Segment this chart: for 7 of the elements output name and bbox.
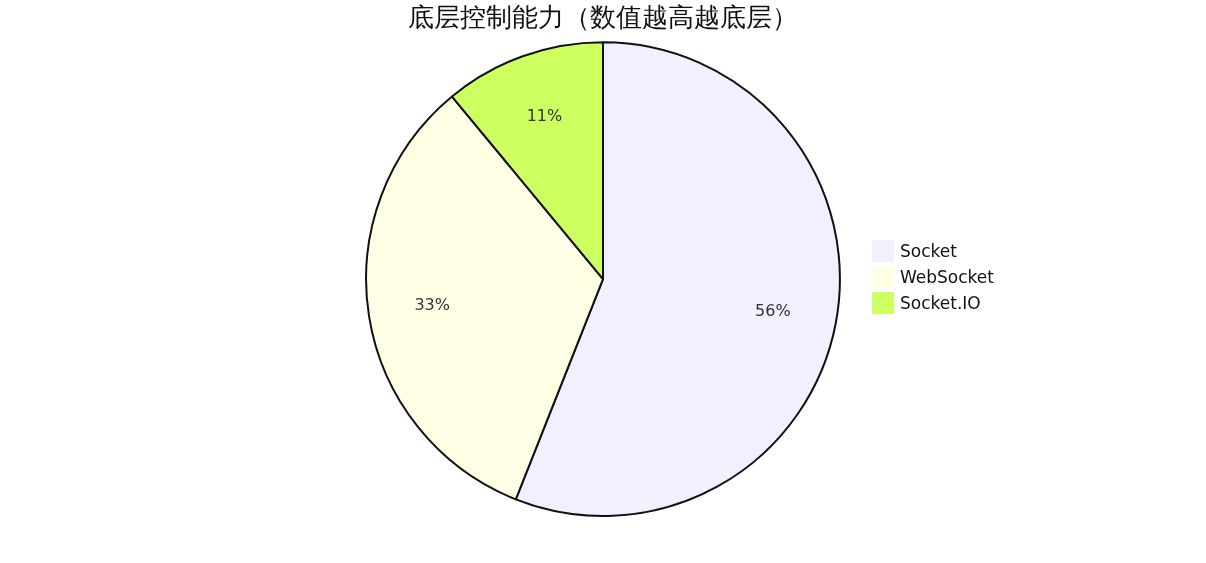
data-label: 11% bbox=[526, 105, 563, 125]
chart-title: 底层控制能力（数值越高越底层） bbox=[408, 2, 798, 33]
legend-label: WebSocket bbox=[900, 267, 994, 287]
slice-label: Socket bbox=[900, 241, 957, 261]
data-label: 56% bbox=[755, 300, 791, 320]
legend-label: Socket.IO bbox=[900, 293, 981, 313]
data-label: 33% bbox=[414, 295, 450, 315]
